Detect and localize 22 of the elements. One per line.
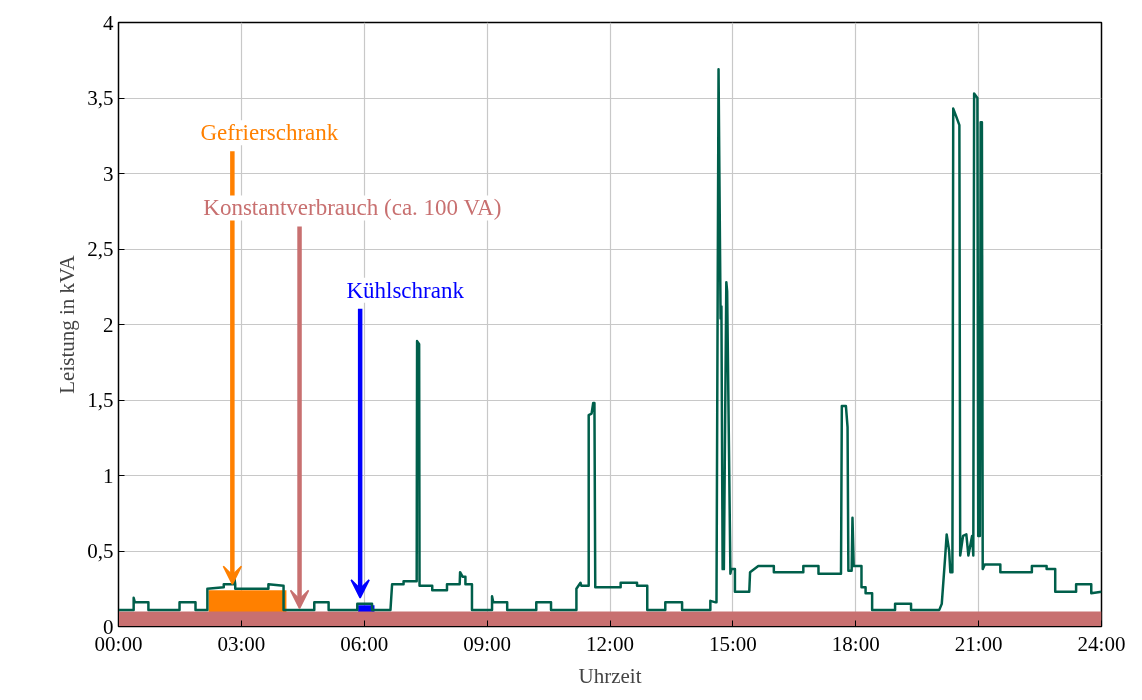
y-tick-label: 1,5 xyxy=(87,388,114,412)
x-tick-label: 18:00 xyxy=(831,631,880,656)
y-tick-label: 1 xyxy=(103,463,114,488)
line-series xyxy=(118,68,1102,612)
y-tick-label: 2,5 xyxy=(87,237,114,261)
x-tick-label: 15:00 xyxy=(708,631,757,656)
x-tick-label: 21:00 xyxy=(954,631,1003,656)
x-tick-label: 06:00 xyxy=(340,631,389,656)
annotation: Gefrierschrank xyxy=(200,120,339,146)
x-axis-title: Uhrzeit xyxy=(578,663,642,688)
x-tick-label: 03:00 xyxy=(217,631,266,656)
y-tick-label: 0,5 xyxy=(87,539,114,563)
y-tick-label: 3,5 xyxy=(87,86,114,110)
annotation: Kühlschrank xyxy=(346,277,465,303)
x-tick-label: 12:00 xyxy=(586,631,634,656)
x-tick-label: 24:00 xyxy=(1077,631,1126,656)
annotation: Konstantverbrauch (ca. 100 VA) xyxy=(203,195,502,221)
y-tick-label: 3 xyxy=(103,161,114,186)
x-tick-label: 09:00 xyxy=(463,631,512,656)
y-axis-title: Leistung in kVA xyxy=(55,254,80,394)
y-tick-label: 2 xyxy=(103,312,114,337)
y-tick-label: 4 xyxy=(103,10,114,35)
